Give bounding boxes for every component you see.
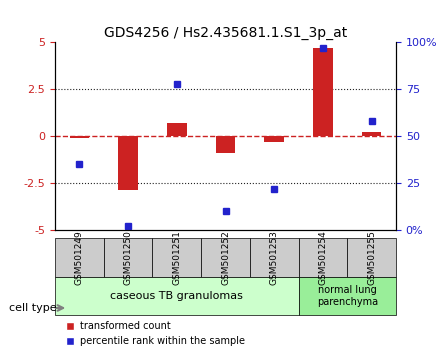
Text: GSM501249: GSM501249	[75, 230, 84, 285]
Text: normal lung
parenchyma: normal lung parenchyma	[317, 285, 378, 307]
Text: GSM501250: GSM501250	[124, 230, 132, 285]
FancyBboxPatch shape	[250, 238, 299, 277]
Bar	[313, 48, 333, 136]
Text: GSM501252: GSM501252	[221, 230, 230, 285]
Text: GSM501254: GSM501254	[319, 230, 327, 285]
FancyBboxPatch shape	[104, 238, 152, 277]
FancyBboxPatch shape	[152, 238, 201, 277]
Bar	[216, 136, 235, 153]
FancyBboxPatch shape	[347, 238, 396, 277]
FancyBboxPatch shape	[55, 277, 299, 315]
Text: GSM501255: GSM501255	[367, 230, 376, 285]
FancyBboxPatch shape	[299, 238, 347, 277]
Bar	[264, 136, 284, 142]
FancyBboxPatch shape	[55, 238, 104, 277]
Bar	[70, 136, 89, 138]
Text: GSM501253: GSM501253	[270, 230, 279, 285]
Text: caseous TB granulomas: caseous TB granulomas	[110, 291, 243, 301]
Bar	[118, 136, 138, 190]
Legend: transformed count, percentile rank within the sample: transformed count, percentile rank withi…	[62, 319, 247, 349]
FancyBboxPatch shape	[201, 238, 250, 277]
Text: GSM501251: GSM501251	[172, 230, 181, 285]
Text: cell type: cell type	[9, 303, 56, 313]
FancyBboxPatch shape	[299, 277, 396, 315]
Title: GDS4256 / Hs2.435681.1.S1_3p_at: GDS4256 / Hs2.435681.1.S1_3p_at	[104, 26, 347, 40]
Bar	[167, 123, 187, 136]
Bar	[362, 132, 381, 136]
